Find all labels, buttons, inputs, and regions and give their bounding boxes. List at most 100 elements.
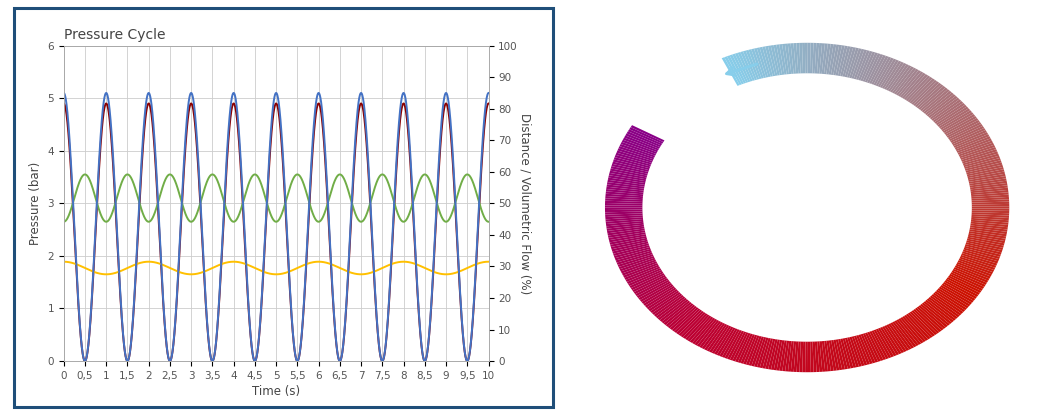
Wedge shape — [945, 279, 978, 297]
Wedge shape — [876, 329, 894, 357]
Wedge shape — [972, 199, 1009, 203]
Wedge shape — [810, 43, 813, 73]
Wedge shape — [961, 149, 997, 162]
Wedge shape — [699, 321, 721, 348]
Wedge shape — [605, 219, 644, 224]
Wedge shape — [733, 332, 749, 361]
Wedge shape — [938, 288, 969, 308]
Wedge shape — [858, 51, 873, 81]
Wedge shape — [879, 60, 898, 88]
Wedge shape — [714, 327, 734, 355]
Wedge shape — [901, 317, 924, 344]
Wedge shape — [877, 59, 896, 87]
Wedge shape — [943, 282, 975, 301]
Wedge shape — [606, 225, 644, 231]
Wedge shape — [845, 338, 856, 368]
Wedge shape — [826, 341, 834, 371]
Wedge shape — [929, 98, 960, 120]
Wedge shape — [971, 185, 1008, 191]
Wedge shape — [805, 342, 808, 372]
Wedge shape — [963, 154, 999, 165]
Wedge shape — [618, 146, 654, 159]
Wedge shape — [689, 317, 714, 343]
Wedge shape — [615, 249, 651, 261]
Wedge shape — [605, 210, 643, 212]
Wedge shape — [860, 51, 875, 81]
Wedge shape — [972, 208, 1009, 211]
Wedge shape — [962, 251, 998, 264]
Wedge shape — [685, 315, 709, 340]
Wedge shape — [847, 337, 859, 367]
Wedge shape — [850, 337, 861, 367]
Wedge shape — [679, 311, 704, 336]
Wedge shape — [780, 44, 787, 75]
Wedge shape — [832, 340, 839, 371]
Wedge shape — [925, 93, 954, 115]
Wedge shape — [645, 288, 676, 308]
Wedge shape — [966, 167, 1004, 176]
Wedge shape — [969, 176, 1006, 184]
Wedge shape — [776, 340, 785, 371]
Wedge shape — [828, 44, 837, 75]
Wedge shape — [972, 206, 1009, 209]
Wedge shape — [908, 77, 932, 102]
Wedge shape — [875, 58, 894, 86]
Wedge shape — [898, 70, 921, 97]
Wedge shape — [612, 242, 649, 251]
Wedge shape — [972, 210, 1009, 213]
Wedge shape — [874, 330, 891, 358]
Wedge shape — [768, 339, 777, 369]
Wedge shape — [836, 45, 845, 76]
Wedge shape — [952, 128, 986, 144]
Wedge shape — [611, 240, 648, 249]
Wedge shape — [740, 51, 755, 81]
Wedge shape — [932, 293, 963, 314]
Wedge shape — [970, 225, 1008, 232]
Wedge shape — [931, 99, 961, 121]
Wedge shape — [660, 299, 688, 322]
Wedge shape — [955, 266, 990, 281]
Wedge shape — [791, 341, 796, 372]
Wedge shape — [724, 56, 741, 85]
Wedge shape — [972, 214, 1009, 218]
Wedge shape — [971, 188, 1008, 193]
Wedge shape — [870, 331, 886, 360]
Wedge shape — [902, 316, 926, 342]
Wedge shape — [621, 259, 656, 273]
Wedge shape — [842, 46, 853, 77]
Wedge shape — [759, 47, 771, 77]
Wedge shape — [953, 269, 987, 285]
Wedge shape — [838, 339, 847, 369]
Wedge shape — [909, 78, 935, 103]
Wedge shape — [740, 334, 755, 364]
Wedge shape — [867, 54, 884, 83]
Wedge shape — [885, 325, 904, 353]
Wedge shape — [768, 46, 777, 76]
Wedge shape — [892, 66, 914, 93]
Wedge shape — [971, 192, 1009, 197]
Wedge shape — [964, 246, 1000, 257]
Wedge shape — [692, 318, 716, 344]
Wedge shape — [611, 238, 647, 247]
Wedge shape — [963, 249, 999, 261]
Wedge shape — [919, 86, 945, 110]
Wedge shape — [941, 112, 974, 132]
Wedge shape — [890, 322, 911, 350]
Wedge shape — [606, 189, 644, 194]
Wedge shape — [735, 333, 751, 362]
Wedge shape — [955, 134, 990, 149]
Wedge shape — [655, 296, 685, 318]
Wedge shape — [632, 275, 666, 292]
Wedge shape — [606, 187, 644, 193]
Wedge shape — [969, 231, 1006, 239]
Wedge shape — [630, 271, 664, 288]
Wedge shape — [972, 216, 1009, 220]
Wedge shape — [605, 196, 643, 200]
Wedge shape — [972, 204, 1009, 207]
Wedge shape — [948, 122, 981, 139]
Wedge shape — [670, 306, 697, 330]
Wedge shape — [790, 43, 796, 74]
Wedge shape — [627, 268, 662, 284]
Wedge shape — [963, 156, 1000, 167]
Wedge shape — [896, 69, 919, 95]
